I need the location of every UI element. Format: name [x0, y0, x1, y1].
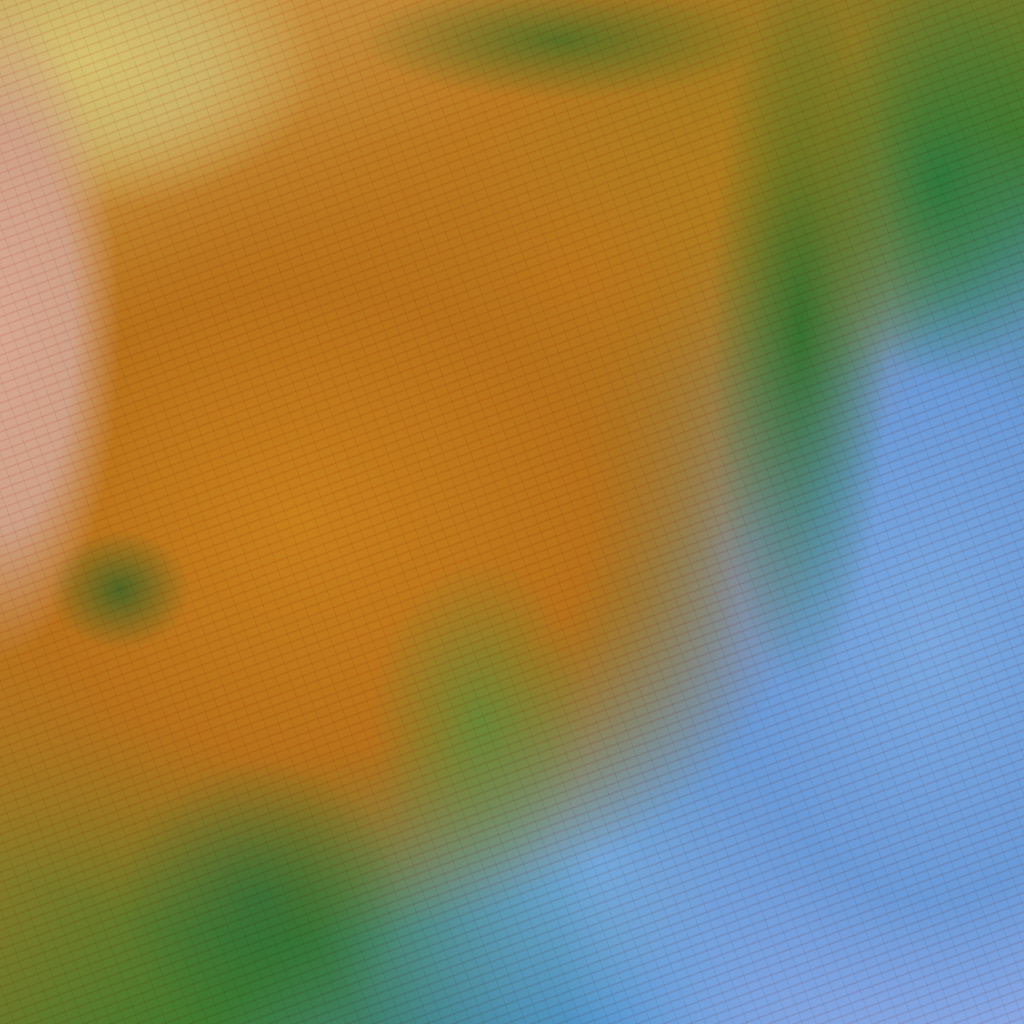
transition-band — [0, 0, 1024, 1024]
cloud-texture — [0, 0, 1024, 1024]
satellite-image — [0, 0, 1024, 1024]
